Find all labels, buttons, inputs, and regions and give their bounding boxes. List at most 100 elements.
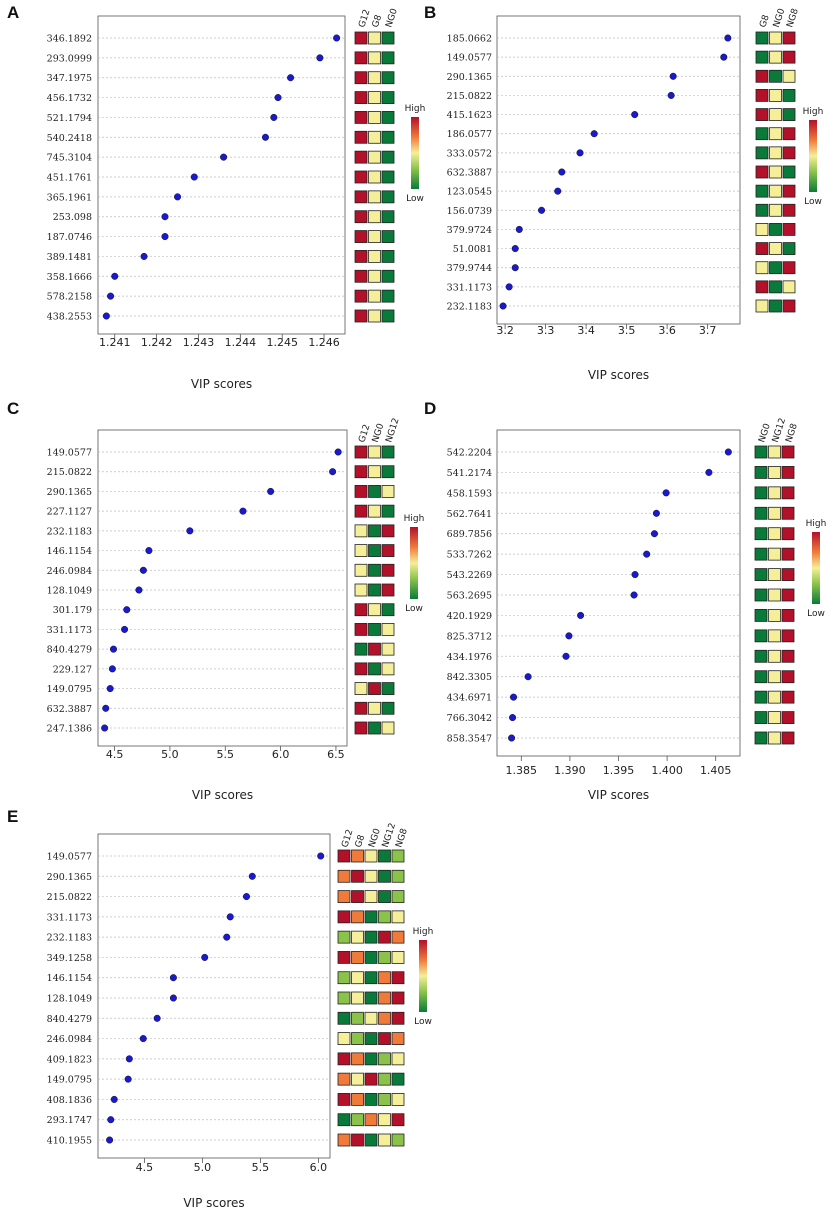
row-label: 227.1127 [47, 507, 92, 518]
x-tick-label: 1.395 [603, 764, 635, 777]
row-label: 347.1975 [47, 73, 92, 84]
row-label: 149.0795 [47, 684, 92, 695]
heatmap-cell [754, 466, 768, 479]
row-label: 840.4279 [47, 645, 92, 656]
x-tick-label: 1.242 [141, 336, 173, 349]
heatmap-cell [769, 31, 782, 45]
row-label: 293.0999 [47, 53, 92, 64]
row-label: 379.9724 [447, 225, 492, 236]
heatmap-cell [754, 670, 768, 684]
heatmap-cell [768, 486, 781, 500]
x-tick-label: 5.0 [161, 748, 179, 761]
legend-high-label: High [806, 519, 827, 529]
heatmap-cell [364, 971, 378, 985]
row-label: 408.1836 [47, 1095, 92, 1106]
row-label: 389.1481 [47, 252, 92, 263]
heatmap-cell [768, 568, 781, 581]
heatmap-cell [368, 465, 381, 479]
heatmap-column-label: NG8 [785, 7, 801, 29]
heatmap-cell [768, 711, 781, 724]
heatmap-cell [391, 991, 405, 1005]
x-axis-title: VIP scores [588, 788, 649, 802]
color-legend-bar [411, 117, 419, 189]
row-label: 358.1666 [47, 272, 92, 283]
heatmap-cell [337, 1011, 351, 1025]
heatmap-cell [755, 108, 769, 121]
row-label: 766.3042 [447, 713, 492, 724]
heatmap-cell [351, 971, 364, 985]
row-label: 149.0577 [47, 852, 92, 863]
color-legend-bar [410, 527, 418, 599]
heatmap-cell [368, 701, 381, 715]
vip-point [558, 168, 566, 176]
heatmap-cell [768, 690, 781, 704]
heatmap-cell [354, 289, 368, 303]
legend-high-label: High [413, 927, 434, 937]
heatmap-cell [768, 466, 781, 479]
vip-point [145, 547, 153, 555]
heatmap-cell [781, 731, 795, 745]
x-tick-label: 4.5 [136, 1161, 154, 1174]
heatmap-cell [364, 1072, 378, 1086]
row-label: 290.1365 [47, 872, 92, 883]
heatmap-cell [337, 1052, 351, 1066]
row-label: 146.1154 [47, 546, 92, 557]
vip-point [186, 527, 194, 535]
heatmap-cell [337, 1133, 351, 1147]
heatmap-cell [781, 527, 795, 541]
heatmap-cell [354, 642, 368, 656]
heatmap-cell [378, 1072, 391, 1086]
heatmap-cell [378, 971, 391, 985]
heatmap-cell [354, 51, 368, 65]
vip-point [652, 509, 660, 517]
heatmap-cell [381, 504, 395, 518]
row-label: 331.1173 [447, 282, 492, 293]
heatmap-cell [351, 869, 364, 883]
panel-letter: E [7, 807, 18, 826]
heatmap-cell [381, 465, 395, 479]
plot-frame [97, 833, 331, 1159]
heatmap-cell [769, 108, 782, 121]
heatmap-cell [381, 170, 395, 184]
heatmap-cell [368, 230, 381, 243]
vip-point [102, 312, 110, 320]
legend-low-label: Low [804, 197, 822, 207]
heatmap-cell [351, 910, 364, 924]
heatmap-cell [381, 642, 395, 656]
row-label: 149.0795 [47, 1075, 92, 1086]
vip-point [242, 893, 250, 901]
heatmap-cell [754, 711, 768, 724]
row-label: 563.2695 [447, 591, 492, 602]
heatmap-cell [755, 261, 769, 275]
vip-point [515, 225, 523, 233]
heatmap-cell [781, 588, 795, 602]
heatmap-column-label: NG12 [384, 417, 401, 444]
heatmap-cell [351, 1052, 364, 1066]
vip-point [140, 252, 148, 260]
heatmap-cell [364, 951, 378, 964]
x-axis-title: VIP scores [588, 368, 649, 382]
color-legend-bar [809, 120, 817, 192]
row-label: 128.1049 [47, 586, 92, 597]
heatmap-cell [354, 682, 368, 695]
heatmap-cell [782, 89, 796, 102]
vip-point [121, 625, 129, 633]
heatmap-cell [364, 890, 378, 903]
x-tick-label: 3.4 [577, 324, 595, 337]
heatmap-cell [755, 184, 769, 198]
heatmap-cell [378, 951, 391, 964]
heatmap-cell [391, 1093, 405, 1106]
heatmap-cell [755, 31, 769, 45]
heatmap-cell [769, 50, 782, 64]
heatmap-column-label: G8 [354, 833, 368, 848]
heatmap-cell [364, 1133, 378, 1147]
heatmap-cell [378, 1133, 391, 1147]
row-label: 331.1173 [47, 912, 92, 923]
row-label: 123.0545 [447, 187, 492, 198]
heatmap-cell [368, 269, 381, 283]
heatmap-cell [391, 1133, 405, 1147]
heatmap-cell [351, 1093, 364, 1106]
row-label: 842.3305 [447, 672, 492, 683]
heatmap-cell [354, 190, 368, 204]
heatmap-cell [755, 89, 769, 102]
